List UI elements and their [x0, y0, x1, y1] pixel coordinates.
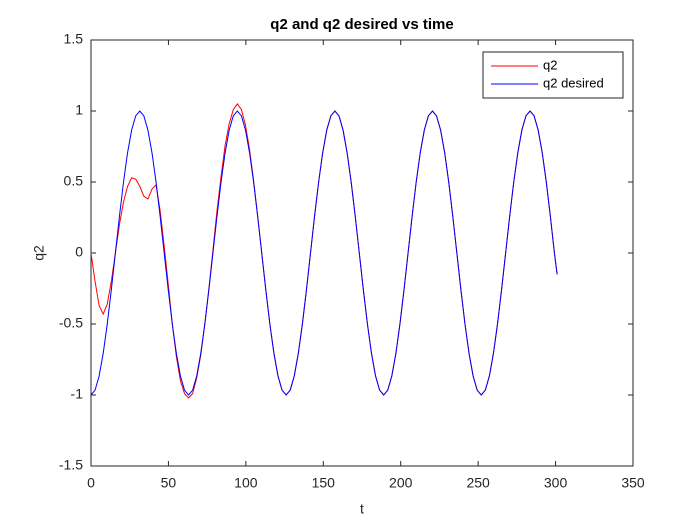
y-tick-label: 0.5	[64, 173, 84, 189]
legend-box	[482, 51, 624, 99]
y-tick-label: -0.5	[59, 315, 83, 331]
plot-frame	[90, 39, 634, 467]
legend-label: q2	[543, 57, 557, 72]
y-tick-label: 1.5	[64, 31, 84, 47]
x-axis-label: t	[360, 501, 364, 517]
x-tick-label: 300	[544, 475, 568, 491]
x-tick-label: 150	[312, 475, 336, 491]
legend-label: q2 desired	[543, 75, 604, 90]
chart-title: q2 and q2 desired vs time	[270, 16, 453, 33]
y-axis-label: q2	[31, 245, 47, 261]
x-tick-label: 350	[621, 475, 645, 491]
x-tick-label: 50	[161, 475, 177, 491]
series-line	[90, 103, 558, 399]
series-line	[90, 110, 558, 396]
x-tick-label: 250	[466, 475, 490, 491]
y-tick-label: -1.5	[59, 457, 83, 473]
x-tick-label: 200	[389, 475, 413, 491]
y-tick-label: 1	[75, 102, 83, 118]
y-tick-label: -1	[71, 386, 84, 402]
y-tick-label: 0	[75, 244, 83, 260]
x-tick-label: 0	[87, 475, 95, 491]
x-tick-label: 100	[234, 475, 258, 491]
